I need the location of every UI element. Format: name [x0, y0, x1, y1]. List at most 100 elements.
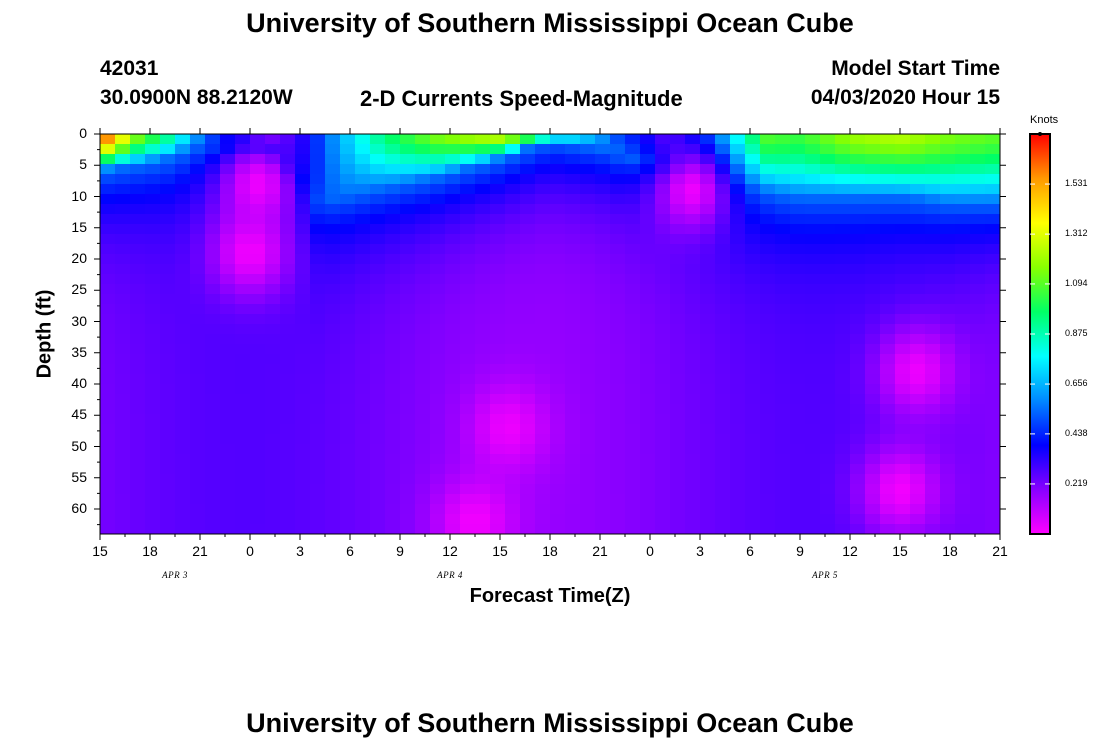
heatmap-cell	[130, 484, 146, 495]
heatmap-cell	[145, 144, 161, 155]
heatmap-cell	[505, 514, 521, 525]
heatmap-cell	[880, 494, 896, 505]
heatmap-cell	[460, 494, 476, 505]
heatmap-cell	[535, 414, 551, 425]
heatmap-cell	[610, 314, 626, 325]
heatmap-cell	[595, 224, 611, 235]
heatmap-cell	[700, 144, 716, 155]
heatmap-cell	[295, 474, 311, 485]
heatmap-cell	[760, 354, 776, 365]
heatmap-cell	[955, 424, 971, 435]
heatmap-cell	[235, 504, 251, 515]
heatmap-cell	[400, 454, 416, 465]
heatmap-cell	[385, 224, 401, 235]
heatmap-cell	[760, 254, 776, 265]
heatmap-cell	[700, 354, 716, 365]
heatmap-cell	[130, 414, 146, 425]
heatmap-cell	[625, 384, 641, 395]
heatmap-cell	[550, 214, 566, 225]
heatmap-cell	[565, 294, 581, 305]
heatmap-cell	[310, 364, 326, 375]
heatmap-cell	[715, 314, 731, 325]
heatmap-cell	[340, 484, 356, 495]
heatmap-cell	[745, 524, 761, 534]
heatmap-cell	[835, 324, 851, 335]
heatmap-cell	[640, 224, 656, 235]
heatmap-cell	[895, 394, 911, 405]
heatmap-cell	[460, 244, 476, 255]
heatmap-cell	[700, 434, 716, 445]
heatmap-cell	[820, 424, 836, 435]
heatmap-cell	[745, 134, 761, 145]
heatmap-cell	[880, 304, 896, 315]
heatmap-cell	[490, 444, 506, 455]
heatmap-cell	[670, 144, 686, 155]
heatmap-cell	[250, 224, 266, 235]
heatmap-cell	[745, 284, 761, 295]
heatmap-cell	[505, 294, 521, 305]
heatmap-cell	[175, 394, 191, 405]
heatmap-cell	[655, 284, 671, 295]
heatmap-cell	[520, 264, 536, 275]
heatmap-cell	[115, 424, 131, 435]
heatmap-cell	[565, 164, 581, 175]
heatmap-cell	[370, 394, 386, 405]
heatmap-cell	[505, 434, 521, 445]
y-tick-label: 0	[79, 125, 87, 141]
heatmap-cell	[925, 174, 941, 185]
heatmap-cell	[115, 514, 131, 525]
heatmap-cell	[475, 164, 491, 175]
heatmap-cell	[790, 234, 806, 245]
heatmap-cell	[160, 324, 176, 335]
heatmap-cell	[520, 404, 536, 415]
heatmap-cell	[190, 234, 206, 245]
heatmap-cell	[700, 234, 716, 245]
heatmap-cell	[370, 364, 386, 375]
heatmap-cell	[385, 234, 401, 245]
heatmap-cell	[475, 254, 491, 265]
heatmap-cell	[895, 234, 911, 245]
heatmap-cell	[985, 444, 1000, 455]
heatmap-cell	[160, 154, 176, 165]
heatmap-cell	[850, 134, 866, 145]
heatmap-cell	[730, 234, 746, 245]
heatmap-cell	[145, 174, 161, 185]
heatmap-cell	[895, 254, 911, 265]
heatmap-cell	[850, 494, 866, 505]
heatmap-cell	[190, 324, 206, 335]
heatmap-cell	[760, 384, 776, 395]
heatmap-cell	[775, 224, 791, 235]
heatmap-cell	[820, 324, 836, 335]
heatmap-cell	[235, 394, 251, 405]
heatmap-cell	[805, 474, 821, 485]
heatmap-cell	[790, 374, 806, 385]
heatmap-cell	[310, 244, 326, 255]
heatmap-cell	[925, 374, 941, 385]
heatmap-cell	[205, 364, 221, 375]
heatmap-cell	[475, 364, 491, 375]
heatmap-cell	[640, 254, 656, 265]
heatmap-cell	[445, 134, 461, 145]
heatmap-cell	[205, 424, 221, 435]
heatmap-cell	[745, 324, 761, 335]
heatmap-cell	[205, 464, 221, 475]
heatmap-cell	[220, 314, 236, 325]
heatmap-cell	[580, 354, 596, 365]
heatmap-cell	[745, 434, 761, 445]
heatmap-cell	[190, 304, 206, 315]
heatmap-cell	[145, 454, 161, 465]
heatmap-cell	[715, 244, 731, 255]
heatmap-cell	[865, 484, 881, 495]
heatmap-cell	[430, 414, 446, 425]
heatmap-cell	[760, 284, 776, 295]
heatmap-cell	[250, 134, 266, 145]
heatmap-cell	[940, 284, 956, 295]
heatmap-cell	[595, 164, 611, 175]
heatmap-cell	[190, 144, 206, 155]
heatmap-cell	[640, 384, 656, 395]
heatmap-cell	[220, 454, 236, 465]
heatmap-cell	[340, 364, 356, 375]
heatmap-cell	[385, 334, 401, 345]
heatmap-cell	[160, 524, 176, 534]
heatmap-cell	[325, 184, 341, 195]
